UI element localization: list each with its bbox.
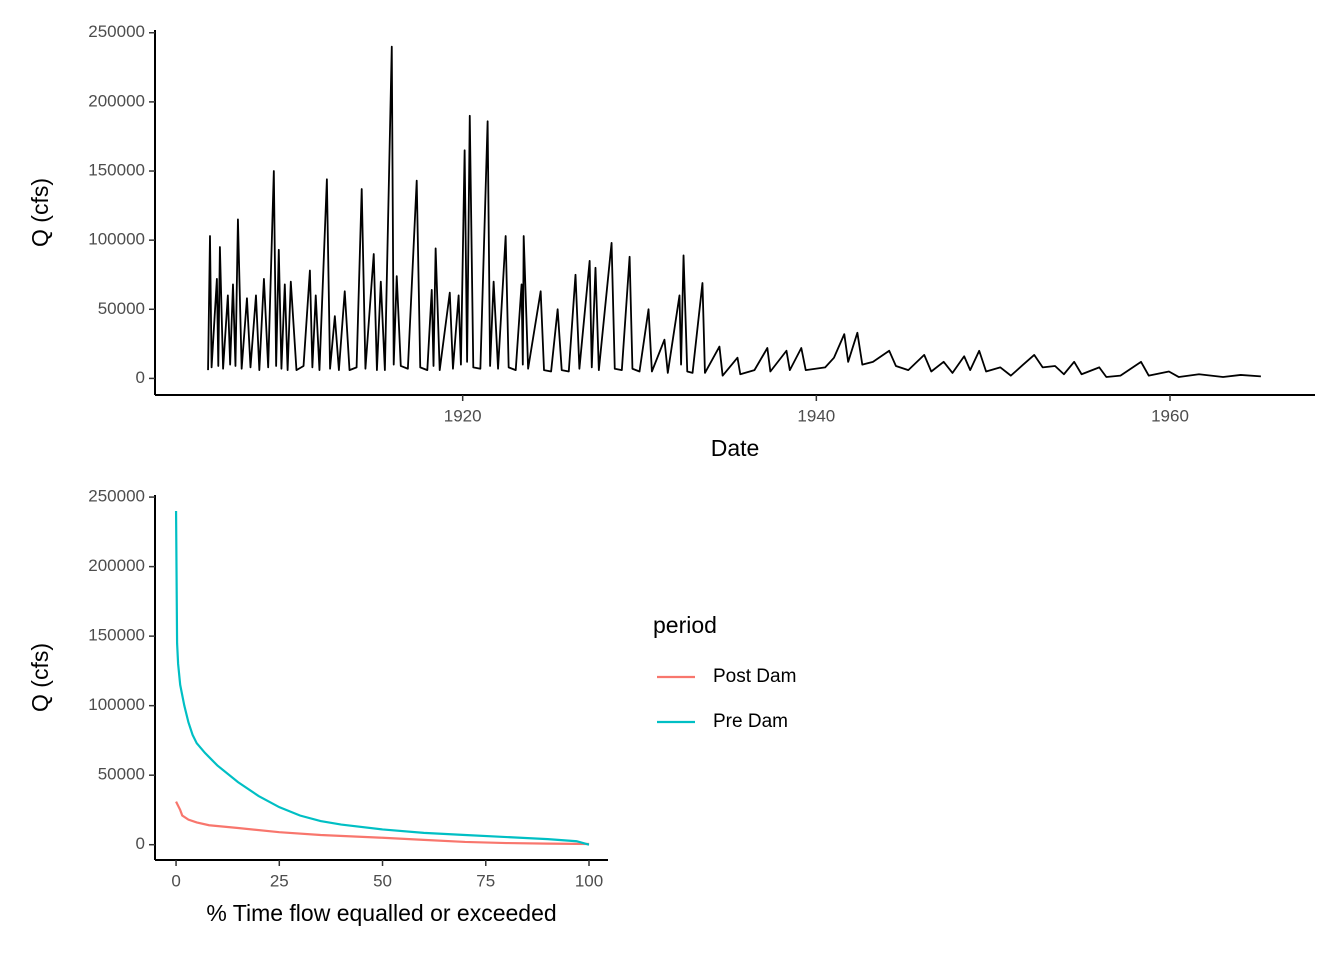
legend-title: period [653,612,717,638]
legend-label: Post Dam [713,666,796,687]
y-tick-label: 250000 [88,487,145,506]
y-tick-label: 50000 [98,765,145,784]
legend-label: Pre Dam [713,711,788,732]
x-tick-label: 0 [171,871,180,890]
x-tick-label: 1960 [1151,406,1189,425]
x-tick-label: 25 [270,871,289,890]
data-line [175,801,590,846]
x-tick-label: 100 [575,871,603,890]
y-tick-label: 0 [136,834,145,853]
y-tick-label: 100000 [88,695,145,714]
y-tick-label: 0 [136,368,145,387]
x-tick-label: 1940 [797,406,835,425]
y-tick-label: 200000 [88,91,145,110]
y-tick-label: 200000 [88,556,145,575]
y-tick-label: 50000 [98,299,145,318]
y-tick-label: 150000 [88,626,145,645]
x-axis-title: Date [711,435,760,461]
y-tick-label: 100000 [88,230,145,249]
data-line [207,45,1261,378]
x-tick-label: 1920 [444,406,482,425]
y-tick-label: 250000 [88,22,145,41]
x-axis-title: % Time flow equalled or exceeded [206,900,556,926]
y-tick-label: 150000 [88,161,145,180]
data-line [174,510,590,846]
x-tick-label: 75 [476,871,495,890]
x-tick-label: 50 [373,871,392,890]
y-axis-title: Q (cfs) [27,178,53,247]
y-axis-title: Q (cfs) [27,643,53,712]
